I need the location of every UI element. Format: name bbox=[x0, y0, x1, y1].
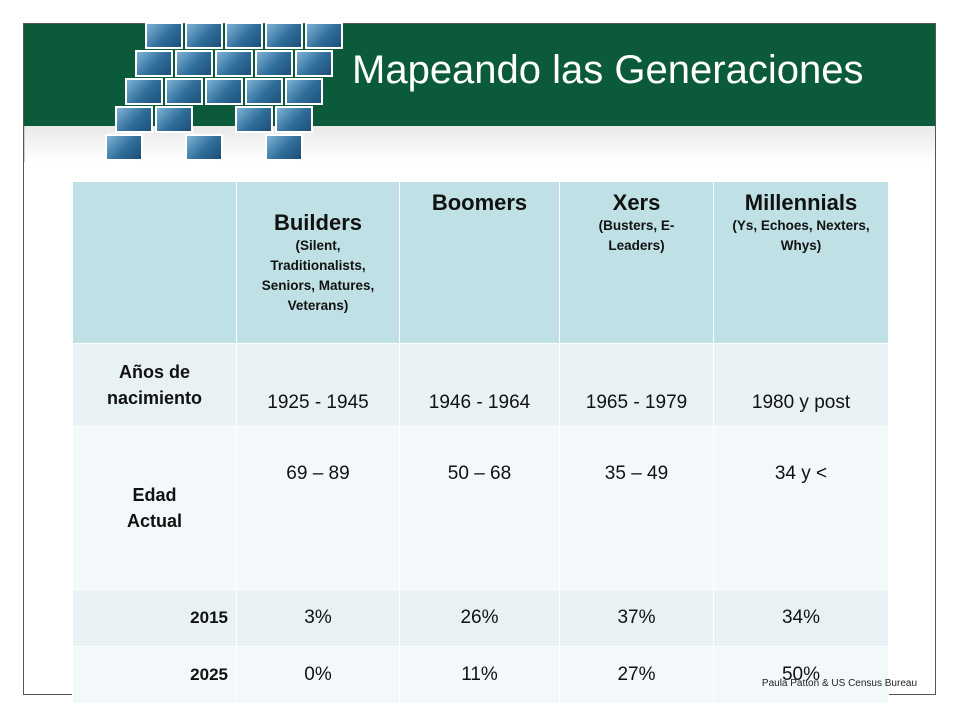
table-cell: 50 – 68 bbox=[399, 426, 560, 590]
column-subtitle: (Ys, Echoes, Nexters, Whys) bbox=[732, 218, 870, 253]
logo-tile bbox=[255, 50, 293, 77]
logo-tile bbox=[225, 22, 263, 49]
slide-title: Mapeando las Generaciones bbox=[352, 48, 864, 92]
table-cell: 3% bbox=[236, 589, 400, 647]
column-header-millennials: Millennials (Ys, Echoes, Nexters, Whys) bbox=[713, 181, 889, 344]
logo-tile bbox=[265, 22, 303, 49]
logo-tile bbox=[115, 106, 153, 133]
source-credit: Paula Patton & US Census Bureau bbox=[761, 678, 917, 689]
column-header-builders: Builders (Silent, Traditionalists, Senio… bbox=[236, 181, 400, 344]
table-cell: 34 y < bbox=[713, 426, 889, 590]
table-cell: 1925 - 1945 bbox=[236, 343, 400, 427]
column-name: Xers bbox=[612, 190, 661, 215]
column-subtitle: (Silent, Traditionalists, Seniors, Matur… bbox=[261, 237, 375, 313]
logo-tile bbox=[235, 106, 273, 133]
logo-tile bbox=[285, 78, 323, 105]
logo-tile bbox=[175, 50, 213, 77]
table-cell: 0% bbox=[236, 646, 400, 704]
generations-table: Builders (Silent, Traditionalists, Senio… bbox=[72, 181, 889, 704]
row-label: Años de nacimiento bbox=[72, 343, 237, 427]
logo-tile bbox=[185, 134, 223, 161]
row-label: 2025 bbox=[72, 646, 237, 704]
logo-tile bbox=[295, 50, 333, 77]
table-row: 2015 3% 26% 37% 34% bbox=[72, 589, 889, 647]
table-cell: 1965 - 1979 bbox=[559, 343, 714, 427]
logo-tile bbox=[215, 50, 253, 77]
table-row: Años de nacimiento 1925 - 1945 1946 - 19… bbox=[72, 343, 889, 427]
column-name: Boomers bbox=[431, 190, 528, 215]
column-header-xers: Xers (Busters, E-Leaders) bbox=[559, 181, 714, 344]
row-label: Edad Actual bbox=[72, 426, 237, 590]
logo-tile bbox=[245, 78, 283, 105]
logo-tile bbox=[135, 50, 173, 77]
column-header-boomers: Boomers bbox=[399, 181, 560, 344]
table-cell: 27% bbox=[559, 646, 714, 704]
column-name: Builders bbox=[273, 209, 363, 235]
logo-tile bbox=[105, 134, 143, 161]
table-row: Edad Actual 69 – 89 50 – 68 35 – 49 34 y… bbox=[72, 426, 889, 590]
table-row: 2025 0% 11% 27% 50% bbox=[72, 646, 889, 704]
globe-grid-logo bbox=[105, 22, 355, 164]
table-cell: 11% bbox=[399, 646, 560, 704]
logo-tile bbox=[305, 22, 343, 49]
table-cell: 69 – 89 bbox=[236, 426, 400, 590]
table-cell: 50% bbox=[713, 646, 889, 704]
table-cell: 1980 y post bbox=[713, 343, 889, 427]
row-label: 2015 bbox=[72, 589, 237, 647]
table-header-row: Builders (Silent, Traditionalists, Senio… bbox=[72, 181, 889, 344]
column-subtitle: (Busters, E-Leaders) bbox=[598, 218, 675, 253]
corner-cell bbox=[72, 181, 237, 344]
table-cell: 37% bbox=[559, 589, 714, 647]
logo-tile bbox=[275, 106, 313, 133]
table-cell: 35 – 49 bbox=[559, 426, 714, 590]
table-cell: 34% bbox=[713, 589, 889, 647]
logo-tile bbox=[265, 134, 303, 161]
logo-tile bbox=[205, 78, 243, 105]
logo-tile bbox=[155, 106, 193, 133]
table-cell: 26% bbox=[399, 589, 560, 647]
logo-tile bbox=[165, 78, 203, 105]
logo-tile bbox=[145, 22, 183, 49]
table-cell: 1946 - 1964 bbox=[399, 343, 560, 427]
column-name: Millennials bbox=[744, 190, 858, 215]
logo-tile bbox=[125, 78, 163, 105]
logo-tile bbox=[185, 22, 223, 49]
